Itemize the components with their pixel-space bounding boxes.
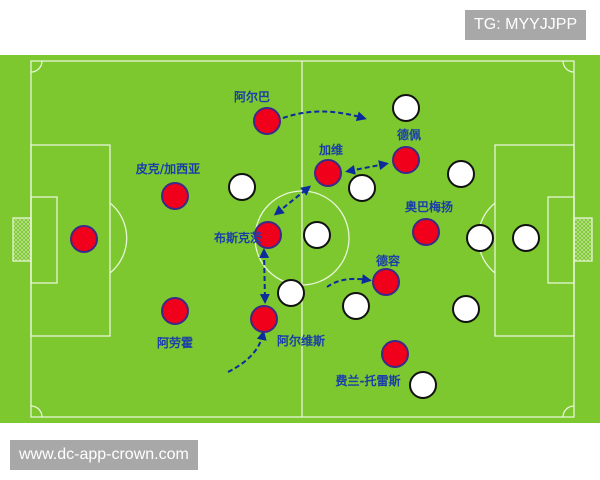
red-player	[250, 305, 278, 333]
white-player	[512, 224, 540, 252]
player-label: 布斯克茨	[214, 230, 262, 245]
player-label: 阿尔维斯	[277, 333, 325, 348]
red-player	[392, 146, 420, 174]
red-player	[254, 221, 282, 249]
player-label: 德佩	[397, 127, 421, 142]
arrow-gavi-depay	[345, 160, 389, 175]
arrow-busquets-alves	[259, 248, 270, 304]
white-player	[392, 94, 420, 122]
watermark-bottom: www.dc-app-crown.com	[10, 440, 198, 470]
movement-arrows	[227, 110, 389, 373]
left-goal	[12, 217, 32, 262]
watermark-top: TG: MYYJJPP	[465, 10, 587, 40]
red-player	[372, 268, 400, 296]
arrow-alves-run	[227, 330, 267, 373]
red-team	[70, 107, 440, 368]
red-player	[161, 297, 189, 325]
red-player	[381, 340, 409, 368]
arrow-busquets-gavi	[273, 185, 312, 216]
player-label: 阿劳霍	[157, 335, 193, 350]
white-player	[277, 279, 305, 307]
player-label: 加维	[318, 142, 343, 157]
arrow-dejong-run	[326, 274, 372, 288]
white-player	[348, 174, 376, 202]
player-label: 德容	[376, 253, 400, 268]
red-player	[412, 218, 440, 246]
red-player	[161, 182, 189, 210]
player-label: 费兰-托雷斯	[336, 373, 401, 388]
player-label: 阿尔巴	[234, 89, 270, 104]
white-player	[466, 224, 494, 252]
player-label: 皮克/加西亚	[135, 161, 200, 176]
red-player	[70, 225, 98, 253]
red-player	[314, 159, 342, 187]
pitch-grass	[0, 55, 600, 423]
white-player	[447, 160, 475, 188]
arrow-alba-run	[282, 110, 367, 122]
white-player	[228, 173, 256, 201]
player-label: 奥巴梅扬	[405, 199, 453, 214]
white-team	[228, 94, 540, 399]
white-player	[409, 371, 437, 399]
right-goal	[573, 217, 593, 262]
red-player	[253, 107, 281, 135]
white-player	[452, 295, 480, 323]
white-player	[303, 221, 331, 249]
white-player	[342, 292, 370, 320]
